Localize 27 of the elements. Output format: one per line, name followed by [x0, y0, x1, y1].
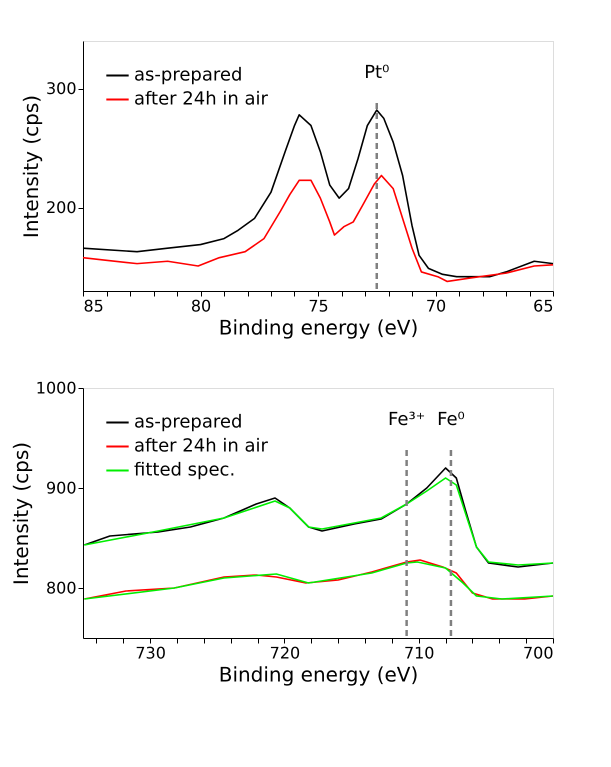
ref-line-label: Pt⁰ [364, 62, 390, 83]
x-axis-title: Binding energy (eV) [218, 316, 418, 340]
legend-label: after 24h in air [134, 436, 268, 456]
legend-label: as-prepared [134, 64, 242, 86]
x-tick-label: 700 [522, 644, 554, 662]
ref-line-label: Fe⁰ [437, 409, 465, 430]
x-tick-label: 720 [270, 644, 300, 662]
x-tick-label: 730 [135, 644, 166, 662]
x-tick-label: 710 [404, 644, 434, 662]
y-tick-label: 1000 [36, 378, 76, 398]
x-tick-label: 70 [426, 296, 446, 316]
x-tick-label: 65 [533, 296, 554, 316]
x-tick-label: 85 [84, 296, 104, 316]
x-tick-label: 75 [308, 296, 329, 316]
y-tick-label: 900 [46, 478, 76, 498]
legend-label: after 24h in air [134, 88, 268, 110]
y-tick-label: 300 [46, 79, 76, 98]
y-tick-label: 200 [46, 198, 76, 218]
y-tick-label: 800 [46, 578, 76, 598]
x-tick-label: 80 [190, 296, 212, 316]
y-axis-title: Intensity (cps) [18, 94, 43, 238]
line-series [82, 174, 554, 282]
x-axis-title: Binding energy (eV) [218, 662, 418, 686]
legend-label: as-prepared [134, 412, 242, 432]
y-axis-title: Intensity (cps) [8, 442, 33, 586]
ref-line-label: Fe³⁺ [388, 409, 426, 430]
legend-label: fitted spec. [134, 460, 236, 480]
